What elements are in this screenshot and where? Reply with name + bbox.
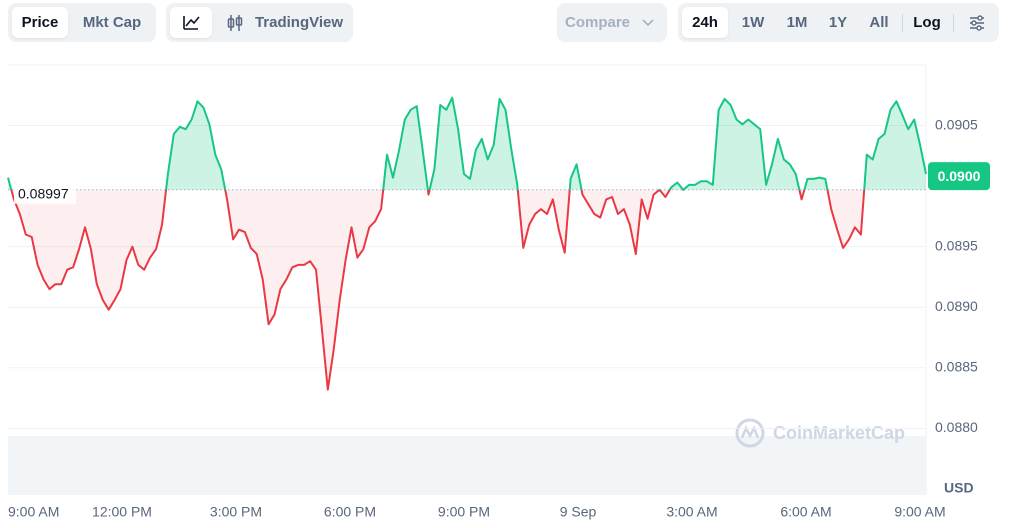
range-button[interactable]: All bbox=[869, 14, 889, 31]
volume-area bbox=[8, 436, 926, 495]
mktcap-tab[interactable]: Mkt Cap bbox=[82, 14, 142, 31]
watermark: CoinMarketCap bbox=[735, 418, 905, 448]
range-button[interactable]: 24h bbox=[682, 7, 728, 38]
settings-icon bbox=[970, 15, 984, 31]
range-button[interactable]: 1Y bbox=[828, 14, 848, 31]
area bbox=[8, 97, 926, 390]
chevron bbox=[642, 19, 654, 27]
tradingview-label: TradingView bbox=[254, 14, 344, 31]
y-tick-label: 0.0905 bbox=[935, 116, 978, 132]
price-badge bbox=[928, 162, 990, 191]
x-tick-label: 9:00 PM bbox=[438, 504, 490, 520]
line-icon bbox=[183, 16, 200, 30]
x-tick-label: 9:00 AM bbox=[8, 504, 59, 520]
separator bbox=[953, 14, 954, 32]
price-tab[interactable]: Price bbox=[12, 7, 68, 38]
compare-dropdown[interactable]: Compare bbox=[557, 3, 667, 42]
range-button[interactable]: 1W bbox=[741, 14, 765, 31]
x-tick-label: 3:00 PM bbox=[210, 504, 262, 520]
tradingview-button[interactable]: TradingView bbox=[222, 7, 350, 38]
x-tick-label: 3:00 AM bbox=[666, 504, 717, 520]
x-tick-label: 6:00 AM bbox=[780, 504, 831, 520]
compare-label: Compare bbox=[565, 14, 631, 31]
separator bbox=[902, 14, 903, 32]
line-chart-button[interactable] bbox=[170, 7, 212, 38]
currency-label: USD bbox=[944, 480, 974, 496]
settings-button[interactable] bbox=[960, 7, 994, 38]
log-button[interactable]: Log bbox=[913, 14, 941, 31]
range-button[interactable]: 1M bbox=[786, 14, 808, 31]
x-tick-label: 9 Sep bbox=[560, 504, 597, 520]
baseline-label-bg bbox=[14, 185, 76, 204]
y-tick-label: 0.0880 bbox=[935, 419, 978, 435]
x-tick-label: 6:00 PM bbox=[324, 504, 376, 520]
price-badge-label: 0.0900 bbox=[938, 168, 981, 184]
y-tick-label: 0.0885 bbox=[935, 359, 978, 375]
y-tick-label: 0.0890 bbox=[935, 298, 978, 314]
x-tick-label: 12:00 PM bbox=[92, 504, 152, 520]
x-tick-label: 9:00 AM bbox=[894, 504, 945, 520]
baseline-label: 0.08997 bbox=[18, 185, 69, 201]
candle-icon bbox=[227, 15, 243, 31]
watermark-text: CoinMarketCap bbox=[773, 423, 905, 443]
view-switch: Price Mkt Cap bbox=[8, 3, 156, 42]
chart-type-switch: TradingView bbox=[166, 3, 353, 42]
range-switch: 24h 1W 1M 1Y All Log bbox=[678, 3, 999, 42]
price-line bbox=[7, 96, 927, 391]
y-tick-label: 0.0895 bbox=[935, 237, 978, 253]
